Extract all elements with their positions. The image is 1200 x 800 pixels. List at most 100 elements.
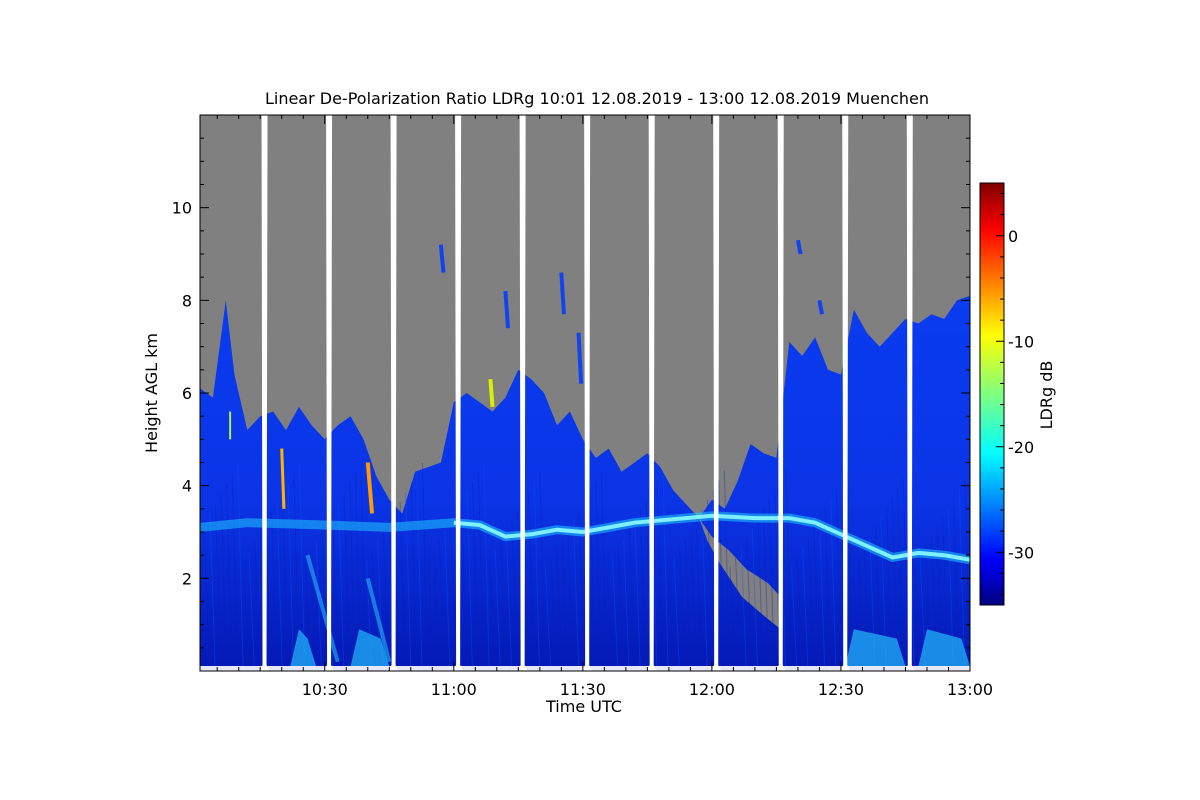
fall-streak bbox=[785, 469, 792, 667]
data-gap bbox=[775, 115, 786, 671]
colorbar-tick-label: 0 bbox=[1008, 227, 1018, 246]
fall-streak bbox=[444, 530, 451, 667]
fall-streak bbox=[511, 520, 518, 667]
fall-streak bbox=[416, 472, 423, 667]
fall-streak bbox=[846, 469, 854, 667]
ice-streak-yellow bbox=[488, 378, 495, 408]
x-axis-label: Time UTC bbox=[545, 697, 622, 716]
fall-streak bbox=[796, 556, 803, 667]
fall-streak bbox=[617, 548, 624, 667]
fall-streak bbox=[231, 474, 238, 667]
fall-streak bbox=[701, 509, 708, 667]
fall-streak bbox=[276, 502, 283, 667]
fall-streak bbox=[556, 549, 563, 667]
data-gap bbox=[324, 115, 335, 671]
fall-streak bbox=[544, 568, 552, 667]
fall-streak bbox=[740, 547, 747, 667]
fall-streak bbox=[634, 519, 641, 667]
fall-streak bbox=[572, 519, 580, 667]
x-tick-label: 12:00 bbox=[689, 680, 735, 699]
fall-streak bbox=[461, 501, 468, 667]
colorbar-tick-label: -10 bbox=[1008, 332, 1034, 351]
colorbar-tick-label: -20 bbox=[1008, 438, 1034, 457]
fall-streak bbox=[561, 539, 568, 667]
x-tick-label: 13:00 bbox=[947, 680, 993, 699]
colorbar bbox=[979, 182, 1005, 606]
fall-streak bbox=[332, 512, 339, 667]
surface-echo bbox=[845, 629, 906, 667]
x-tick-label: 11:30 bbox=[560, 680, 606, 699]
fall-streak bbox=[489, 559, 496, 667]
fall-streak bbox=[214, 503, 222, 667]
cloud-patch bbox=[559, 272, 566, 315]
fall-streak bbox=[684, 538, 691, 667]
fall-streak bbox=[628, 529, 635, 667]
fall-streak bbox=[729, 567, 736, 667]
fall-streak bbox=[639, 509, 647, 667]
fall-streak bbox=[287, 483, 294, 667]
fall-streak-cyan bbox=[305, 554, 340, 663]
x-tick-label: 10:30 bbox=[302, 680, 348, 699]
ice-streak-orange bbox=[280, 448, 286, 509]
data-gap bbox=[646, 115, 657, 671]
y-tick-label: 10 bbox=[172, 199, 192, 218]
fall-streak bbox=[477, 472, 484, 667]
cloud-patch bbox=[438, 244, 446, 273]
fall-streak bbox=[494, 549, 501, 667]
fall-streak bbox=[757, 518, 764, 667]
fall-streak bbox=[802, 547, 809, 667]
y-tick-label: 6 bbox=[182, 384, 192, 403]
fall-streak bbox=[914, 565, 921, 667]
fall-streak bbox=[270, 512, 278, 667]
colorbar-ticks: 0 -10 -20 -30 bbox=[996, 193, 1034, 595]
data-gap bbox=[840, 115, 851, 671]
fall-streak bbox=[623, 538, 630, 667]
fall-streak bbox=[763, 508, 770, 667]
fall-streak bbox=[818, 518, 826, 667]
fall-streak bbox=[595, 481, 602, 667]
fall-streak bbox=[438, 540, 445, 667]
fall-streak bbox=[958, 487, 965, 667]
fall-streak bbox=[315, 541, 322, 667]
data-gap bbox=[453, 115, 464, 671]
fall-streak bbox=[539, 471, 546, 667]
fall-streak bbox=[746, 538, 753, 667]
fall-streak bbox=[768, 499, 775, 667]
chart-title: Linear De-Polarization Ratio LDRg 10:01 … bbox=[265, 89, 929, 108]
colorbar-tick-label: -30 bbox=[1008, 543, 1034, 562]
fall-streak bbox=[405, 492, 412, 667]
data-gap bbox=[517, 115, 528, 671]
fall-streak bbox=[321, 531, 328, 667]
y-tick-label: 2 bbox=[182, 569, 192, 588]
fall-streak bbox=[528, 491, 535, 667]
fall-streak bbox=[718, 480, 725, 667]
y-axis-label: Height AGL km bbox=[142, 333, 161, 453]
fall-streak bbox=[897, 488, 904, 667]
fall-streak bbox=[505, 530, 512, 667]
fall-streak bbox=[427, 559, 434, 667]
fall-streak bbox=[902, 478, 909, 667]
fall-streak bbox=[349, 482, 356, 667]
data-gap bbox=[904, 115, 915, 671]
surface-echo bbox=[350, 629, 390, 667]
fall-streak bbox=[835, 488, 842, 667]
cloud-patch bbox=[576, 332, 584, 384]
ice-streak-orange bbox=[365, 462, 375, 514]
fall-streak bbox=[533, 481, 540, 667]
fall-streak bbox=[209, 512, 216, 667]
fall-streak bbox=[472, 481, 479, 667]
axis-ticks: 10:30 11:00 11:30 12:00 12:30 13:00 2 4 6 8 10 bbox=[172, 115, 993, 699]
surface-blank bbox=[200, 666, 970, 671]
fall-streak-cyan bbox=[365, 577, 392, 663]
fall-streak bbox=[790, 566, 798, 667]
fall-streak bbox=[964, 478, 970, 667]
fall-streak bbox=[567, 529, 574, 667]
fall-streak bbox=[203, 522, 210, 667]
data-gap bbox=[582, 115, 593, 671]
fall-streak bbox=[813, 527, 820, 667]
fall-streak bbox=[589, 490, 596, 667]
fall-streak bbox=[500, 539, 507, 667]
fall-streak bbox=[667, 567, 675, 667]
fall-streak bbox=[433, 550, 440, 667]
